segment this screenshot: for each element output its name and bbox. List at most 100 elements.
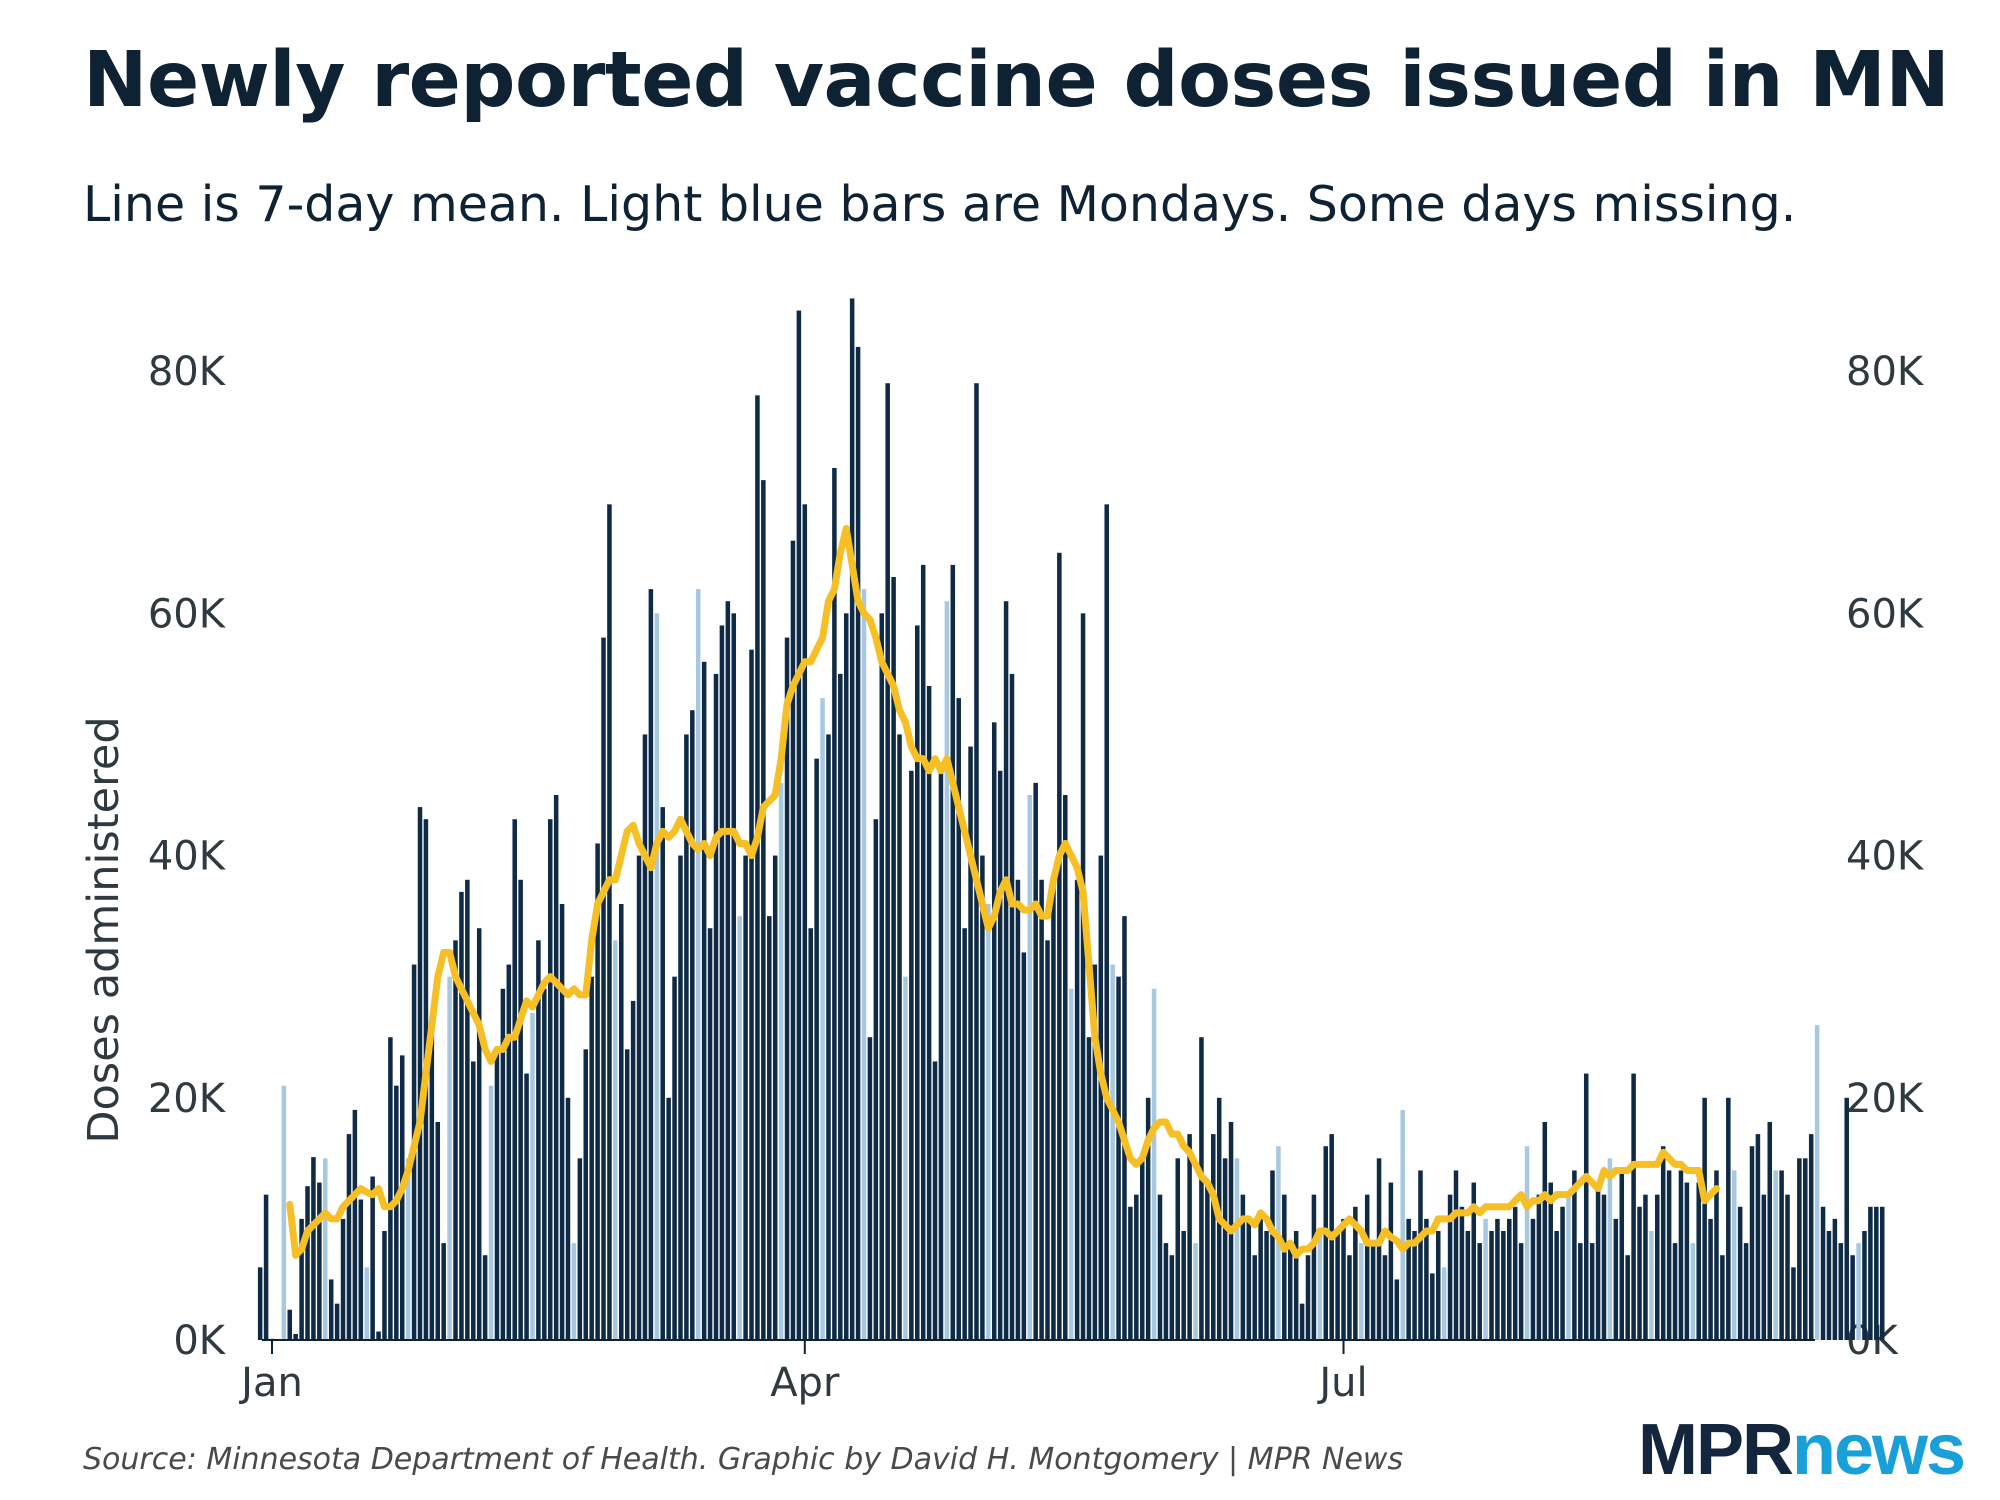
bar — [583, 1049, 589, 1340]
bar — [755, 395, 760, 1341]
bar — [974, 383, 979, 1341]
bar — [1045, 940, 1050, 1340]
bar — [512, 819, 517, 1340]
x-tick-label: Apr — [770, 1360, 840, 1406]
bar — [956, 698, 961, 1340]
bar — [909, 770, 914, 1340]
bar — [334, 1303, 340, 1340]
bar — [559, 904, 565, 1340]
bar — [997, 770, 1003, 1340]
bar — [743, 855, 748, 1340]
bar — [761, 480, 766, 1340]
bar — [1323, 1146, 1329, 1340]
bar — [607, 504, 612, 1341]
bar — [1317, 1231, 1323, 1340]
bar — [429, 1025, 435, 1340]
bar — [257, 1267, 263, 1340]
bar — [1826, 1231, 1832, 1340]
bar — [1660, 1146, 1666, 1340]
bar — [1696, 1182, 1701, 1340]
bar — [1412, 1231, 1417, 1340]
y-tick-left: 0K — [173, 1318, 226, 1364]
bar — [1785, 1194, 1790, 1340]
bar — [855, 346, 861, 1340]
bar — [1471, 1182, 1477, 1340]
bar — [1477, 1243, 1482, 1340]
bar — [861, 589, 867, 1340]
bar — [832, 468, 837, 1340]
bar — [1708, 1218, 1713, 1340]
bar — [707, 928, 713, 1340]
bar — [1637, 1206, 1642, 1340]
bar — [1287, 1243, 1293, 1340]
bar — [1074, 879, 1080, 1340]
bar — [666, 1097, 671, 1340]
bar — [1003, 601, 1009, 1340]
bar — [311, 1157, 316, 1340]
bar — [1264, 1231, 1269, 1340]
bar — [1068, 988, 1074, 1340]
mean-line — [286, 525, 1720, 1259]
bar — [1518, 1243, 1524, 1340]
bar — [814, 758, 819, 1340]
bar — [506, 964, 512, 1340]
bar — [1128, 1206, 1133, 1340]
bar — [547, 819, 553, 1340]
bar — [1376, 1158, 1382, 1340]
bar — [980, 855, 985, 1340]
bar — [772, 855, 778, 1340]
mpr-news-logo: MPRnews — [1638, 1414, 1966, 1486]
bar — [678, 855, 683, 1340]
bar — [749, 649, 754, 1340]
bar — [1690, 1243, 1696, 1340]
bar — [820, 698, 825, 1340]
bar — [1134, 1194, 1139, 1340]
bar — [482, 1255, 488, 1340]
bar — [394, 1085, 399, 1340]
bar — [1347, 1255, 1352, 1340]
bar — [542, 988, 547, 1340]
bar — [968, 746, 973, 1340]
bar — [1110, 964, 1115, 1340]
bar — [388, 1037, 393, 1340]
bar — [690, 710, 695, 1340]
bar — [903, 976, 908, 1340]
bar — [1542, 1122, 1548, 1340]
bar — [1418, 1170, 1423, 1340]
bar — [441, 1243, 446, 1340]
bar — [1737, 1206, 1743, 1340]
bar — [1512, 1206, 1518, 1340]
bar — [1495, 1218, 1500, 1340]
bar — [648, 589, 654, 1340]
bar — [1548, 1182, 1553, 1340]
bar — [447, 976, 452, 1340]
bar — [1838, 1243, 1844, 1340]
bar — [1589, 1243, 1595, 1340]
bar — [1394, 1279, 1400, 1340]
bar — [595, 843, 600, 1340]
bar — [601, 637, 606, 1340]
bar — [1578, 1243, 1583, 1340]
bar — [577, 1158, 583, 1340]
bar — [1175, 1158, 1181, 1340]
bar — [399, 1055, 405, 1340]
bar — [1424, 1218, 1429, 1340]
bar — [1341, 1218, 1346, 1340]
bar — [1619, 1170, 1625, 1340]
bar — [950, 564, 956, 1340]
bar — [1779, 1170, 1784, 1340]
bar — [1441, 1267, 1447, 1340]
bar — [1714, 1170, 1719, 1340]
bar — [962, 928, 967, 1340]
bar — [299, 1218, 304, 1340]
bar — [1187, 1134, 1192, 1340]
bar — [263, 1194, 269, 1340]
y-tick-left: 20K — [148, 1076, 227, 1122]
bar — [713, 673, 719, 1340]
bar — [1293, 1231, 1299, 1340]
bar — [1104, 504, 1109, 1341]
bar — [1808, 1134, 1814, 1340]
bar — [1767, 1122, 1773, 1340]
bar — [1874, 1206, 1879, 1340]
